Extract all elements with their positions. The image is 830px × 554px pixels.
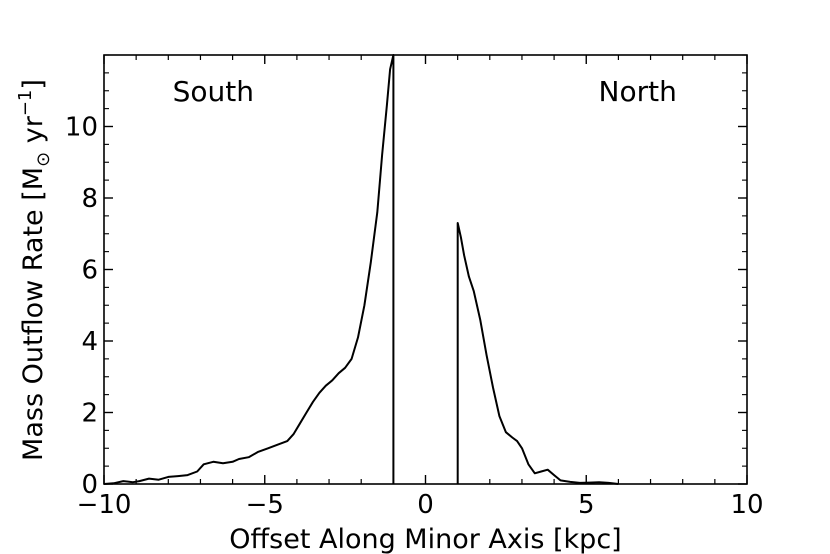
outflow-rate-line [103,54,395,485]
y-tick-label: 4 [81,327,98,357]
series-group [103,54,619,485]
axis-ticks [103,54,748,485]
y-tick-label: 8 [81,184,98,214]
x-tick-label: −10 [77,490,132,520]
y-tick-label: 2 [81,399,98,429]
region-annotation: North [599,75,677,108]
outflow-rate-line [456,222,619,485]
y-tick-label: 10 [65,113,98,143]
x-tick-label: −5 [246,490,284,520]
axis-tick-labels: −10 −5 0 5 10 0 2 4 6 8 10 [65,113,764,521]
plot-frame [103,54,748,485]
region-annotation: South [173,75,254,108]
y-tick-label: 0 [81,470,98,500]
y-axis-label: Mass Outflow Rate [M⊙ yr−1] [15,79,54,461]
y-axis-label-unit: yr [18,115,49,152]
y-axis-label-main: Mass Outflow Rate [M [18,167,49,461]
x-tick-label: 0 [417,490,434,520]
x-tick-label: 10 [730,490,763,520]
y-axis-label-close: ] [18,79,49,90]
x-tick-label: 5 [578,490,595,520]
x-axis-label: Offset Along Minor Axis [kpc] [229,524,621,554]
y-axis-label-exponent: −1 [15,90,36,117]
y-axis-label-sun-symbol: ⊙ [33,152,54,167]
y-tick-label: 6 [81,256,98,286]
annotations-group: South North [173,75,677,108]
